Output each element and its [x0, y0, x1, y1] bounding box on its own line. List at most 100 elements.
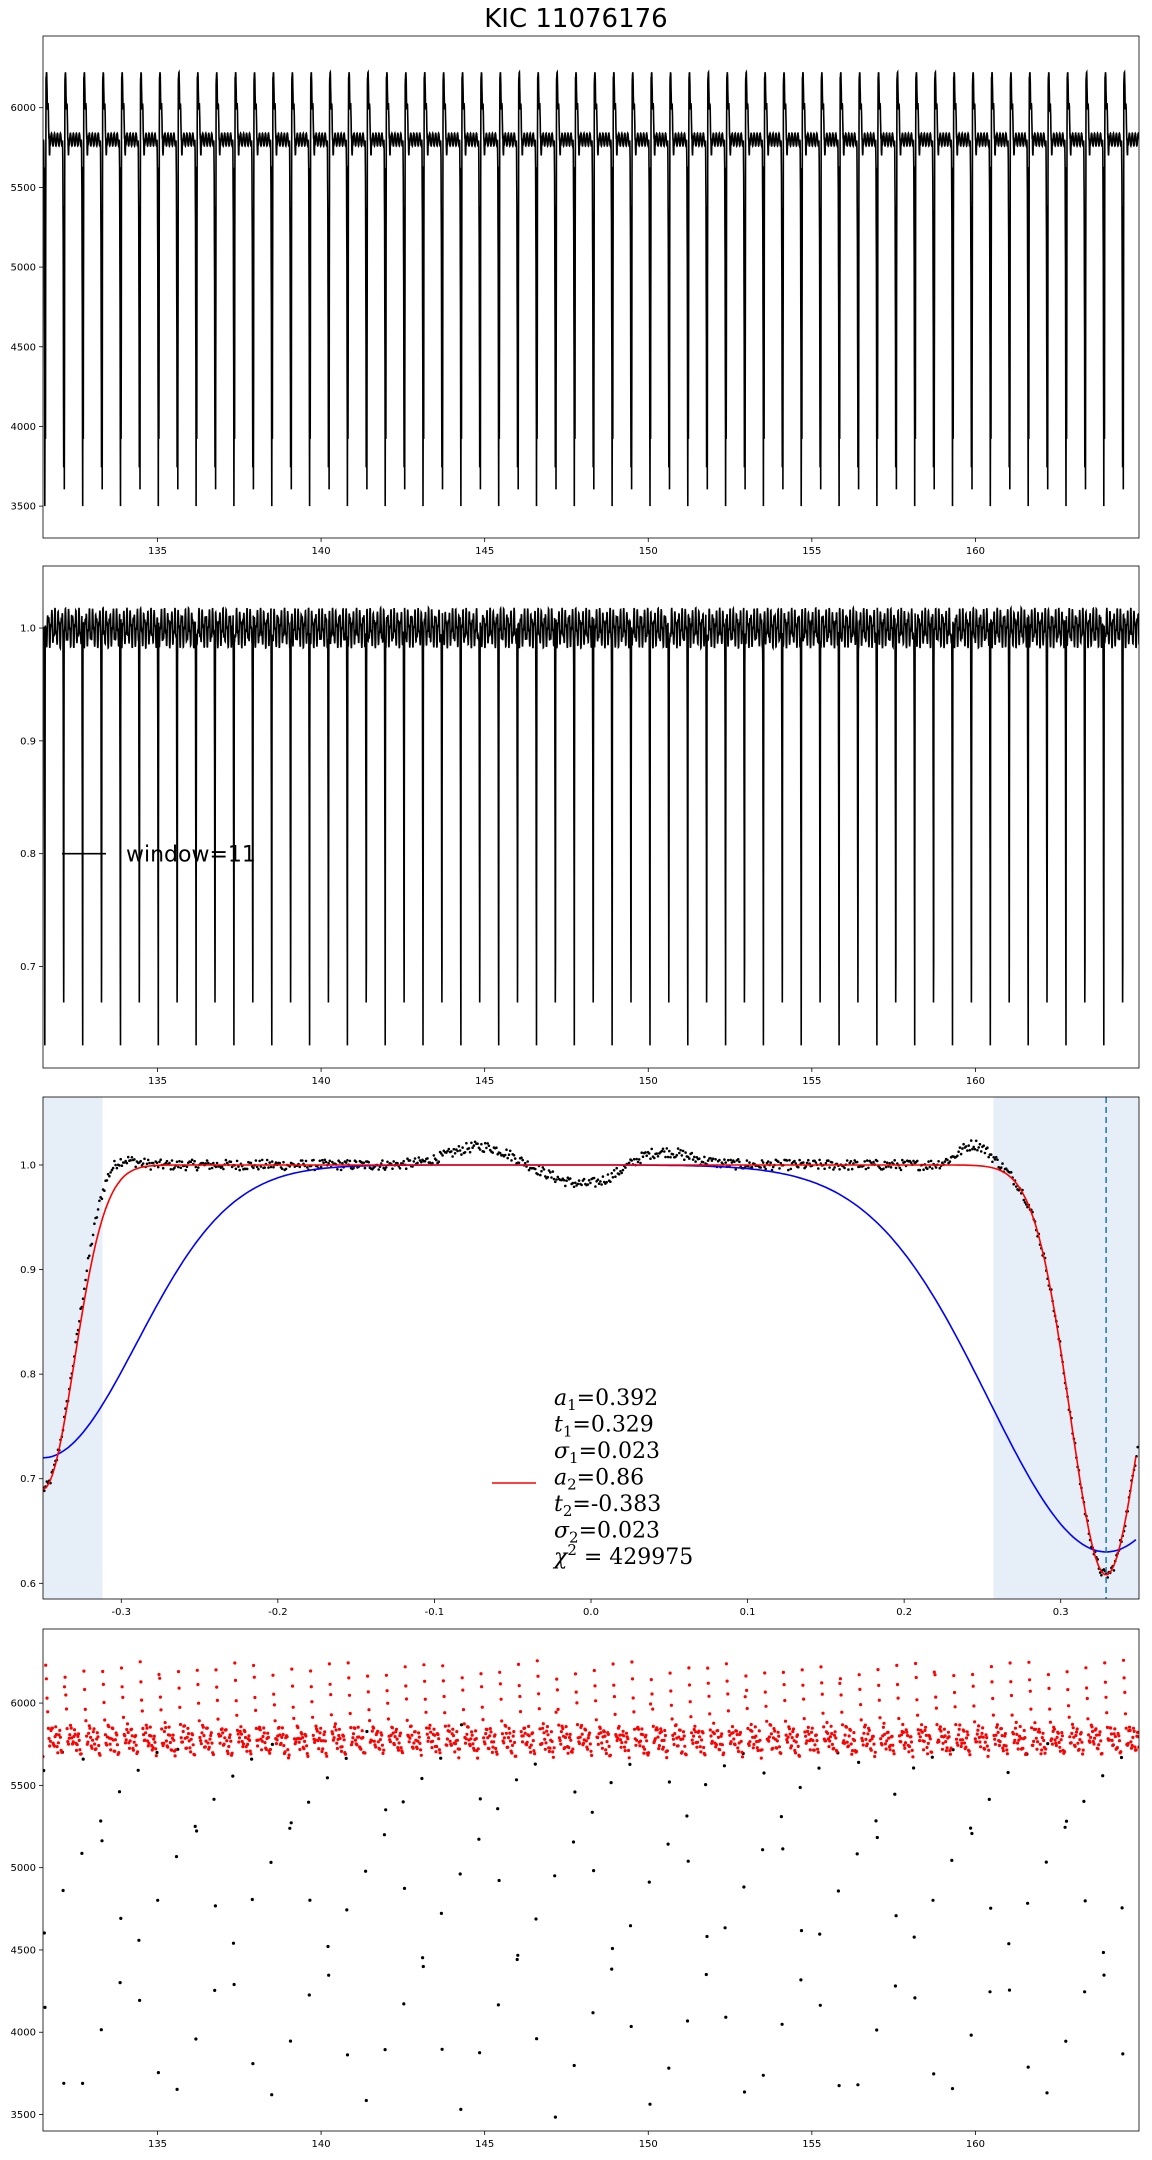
red-point — [897, 1716, 901, 1721]
red-point — [55, 1745, 59, 1749]
data-point — [384, 1166, 388, 1169]
red-point — [976, 1728, 980, 1732]
red-point — [732, 1737, 736, 1741]
red-point — [698, 1745, 702, 1749]
data-point — [736, 1158, 740, 1161]
data-point — [126, 1155, 130, 1159]
red-point — [341, 1734, 346, 1738]
red-point — [1060, 1731, 1064, 1735]
red-point — [163, 1721, 167, 1725]
data-point — [280, 1167, 284, 1171]
data-point — [1136, 1445, 1139, 1449]
black-point — [762, 1771, 766, 1775]
red-point — [690, 1731, 694, 1735]
red-point — [240, 1739, 244, 1744]
red-point — [827, 1745, 831, 1749]
red-point — [65, 1727, 69, 1731]
red-point — [131, 1748, 136, 1752]
red-point — [313, 1740, 317, 1744]
black-point — [704, 1783, 708, 1787]
red-point — [829, 1724, 833, 1728]
red-point — [226, 1752, 230, 1756]
data-point — [785, 1159, 789, 1162]
data-point — [420, 1160, 423, 1164]
data-point — [74, 1340, 77, 1344]
red-point — [890, 1734, 894, 1738]
red-point — [537, 1692, 541, 1696]
red-point — [960, 1741, 964, 1745]
red-point — [335, 1741, 339, 1745]
data-point — [958, 1146, 962, 1149]
red-point — [701, 1731, 705, 1735]
data-point — [982, 1144, 985, 1147]
red-point — [66, 1740, 70, 1744]
red-point — [436, 1732, 440, 1737]
black-point — [987, 1797, 991, 1801]
red-point — [254, 1708, 258, 1712]
red-point — [531, 1731, 535, 1735]
black-point — [288, 2039, 293, 2043]
red-point — [983, 1740, 987, 1744]
black-point — [383, 2048, 387, 2052]
data-point — [845, 1159, 849, 1162]
red-point — [178, 1705, 182, 1709]
red-point — [347, 1693, 352, 1697]
red-point — [983, 1747, 987, 1751]
black-point — [421, 1964, 425, 1969]
red-point — [690, 1738, 694, 1742]
red-point — [1094, 1727, 1098, 1731]
data-point — [551, 1170, 555, 1173]
black-point — [686, 1859, 690, 1863]
lightcurve-line — [43, 69, 1139, 507]
red-point — [153, 1740, 157, 1744]
red-point — [687, 1683, 692, 1687]
red-point — [1042, 1738, 1046, 1743]
red-point — [222, 1742, 226, 1746]
data-point — [259, 1165, 263, 1168]
fit-param: σ1=0.023 — [554, 1439, 660, 1467]
red-point — [132, 1740, 136, 1744]
data-point — [195, 1168, 199, 1172]
red-point — [266, 1731, 270, 1735]
data-point — [572, 1185, 576, 1189]
red-point — [901, 1730, 906, 1734]
red-point — [830, 1742, 835, 1746]
red-point — [891, 1743, 895, 1747]
red-point — [653, 1737, 657, 1741]
black-point — [308, 1898, 312, 1902]
x-tick-label: 160 — [966, 1076, 985, 1087]
red-point — [543, 1747, 547, 1751]
red-point — [451, 1734, 456, 1738]
red-point — [822, 1725, 826, 1729]
red-point — [910, 1748, 914, 1752]
red-point — [310, 1700, 314, 1704]
red-point — [712, 1721, 716, 1725]
black-point — [648, 2102, 652, 2106]
red-point — [563, 1735, 568, 1740]
x-tick-label: 150 — [639, 2139, 658, 2150]
red-point — [470, 1733, 474, 1737]
red-point — [813, 1743, 817, 1747]
red-point — [920, 1730, 924, 1734]
data-point — [681, 1149, 685, 1153]
data-point — [759, 1166, 762, 1169]
red-point — [71, 1740, 75, 1744]
red-point — [340, 1745, 344, 1749]
data-point — [574, 1181, 577, 1185]
red-point — [201, 1725, 205, 1729]
black-point — [1007, 1988, 1012, 1992]
red-point — [844, 1725, 849, 1729]
data-point — [456, 1149, 459, 1153]
red-point — [962, 1729, 966, 1733]
red-point — [392, 1743, 396, 1747]
black-point — [1119, 1755, 1124, 1760]
data-point — [179, 1166, 183, 1170]
data-point — [130, 1156, 134, 1159]
data-point — [1012, 1182, 1015, 1186]
red-point — [959, 1744, 963, 1749]
red-point — [151, 1745, 155, 1750]
red-point — [905, 1730, 909, 1734]
red-point — [350, 1740, 354, 1744]
red-point — [786, 1735, 790, 1739]
red-point — [370, 1729, 374, 1733]
